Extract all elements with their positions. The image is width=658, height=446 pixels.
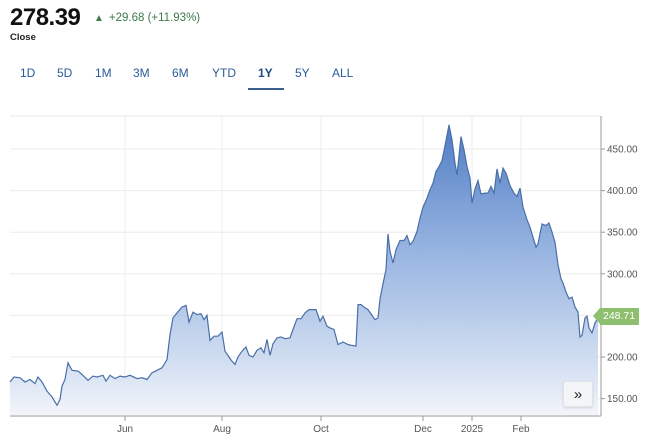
tab-5d[interactable]: 5D — [57, 66, 73, 80]
active-tab-underline — [248, 88, 284, 90]
y-tick-label: 450.00 — [607, 145, 638, 156]
x-tick-label: Aug — [213, 424, 231, 435]
chart-axes: 150.00200.00250.00300.00350.00400.00450.… — [10, 116, 638, 435]
tab-ytd[interactable]: YTD — [212, 66, 236, 80]
price-area — [10, 124, 598, 416]
x-tick-label: Feb — [512, 424, 530, 435]
x-tick-label: 2025 — [461, 424, 484, 435]
x-tick-label: Oct — [313, 424, 329, 435]
tab-1m[interactable]: 1M — [95, 66, 112, 80]
close-label: Close — [10, 32, 36, 43]
scroll-forward-button[interactable]: » — [563, 381, 593, 407]
price-line — [9, 124, 599, 407]
tab-1y[interactable]: 1Y — [258, 66, 273, 80]
y-tick-label: 300.00 — [607, 269, 638, 280]
tab-1d[interactable]: 1D — [20, 66, 36, 80]
x-tick-label: Dec — [414, 424, 432, 435]
current-price: 278.39 — [10, 4, 81, 31]
price-change: ▲ +29.68 (+11.93%) — [94, 12, 200, 24]
tab-5y[interactable]: 5Y — [295, 66, 310, 80]
price-change-value: +29.68 (+11.93%) — [108, 12, 201, 24]
y-tick-label: 200.00 — [607, 353, 638, 364]
tab-3m[interactable]: 3M — [133, 66, 150, 80]
triangle-up-icon: ▲ — [94, 13, 104, 24]
tab-6m[interactable]: 6M — [172, 66, 189, 80]
y-tick-label: 150.00 — [607, 394, 638, 405]
x-tick-label: Jun — [117, 424, 133, 435]
tab-all[interactable]: ALL — [332, 66, 354, 80]
double-chevron-right-icon: » — [573, 385, 583, 403]
y-tick-label: 400.00 — [607, 186, 638, 197]
y-tick-label: 350.00 — [607, 228, 638, 239]
last-price-badge: 248.71 — [592, 307, 640, 325]
